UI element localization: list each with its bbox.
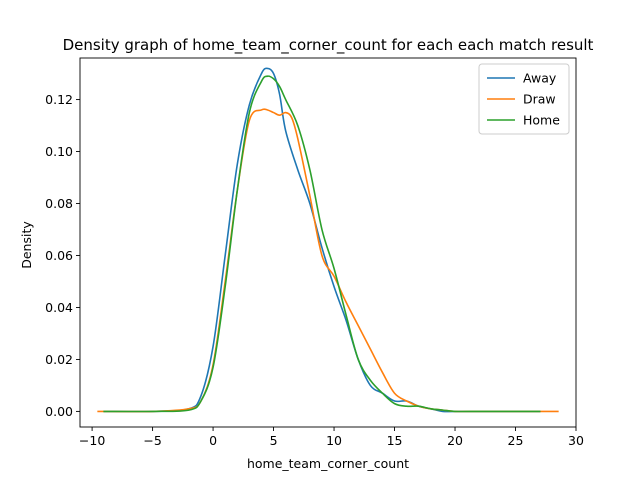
legend: Away Draw Home: [478, 63, 570, 135]
chart-title: Density graph of home_team_corner_count …: [63, 36, 594, 55]
legend-label-draw: Draw: [523, 92, 556, 107]
x-tick-label: 5: [270, 433, 278, 448]
axes: −10 −5 0 5 10 15 20 25 30 0.00 0.02 0.04 0.06 0.08 0.1…: [45, 57, 584, 448]
y-tick-label: 0.08: [45, 196, 73, 211]
x-tick-label: 25: [508, 433, 524, 448]
legend-label-away: Away: [523, 71, 557, 86]
y-tick-label: 0.10: [45, 144, 73, 159]
plot-area: [97, 67, 559, 413]
y-tick-label: 0.04: [45, 300, 73, 315]
x-tick-label: 20: [447, 433, 463, 448]
x-tick-label: 30: [568, 433, 584, 448]
legend-label-home: Home: [523, 113, 560, 128]
x-axis-label: home_team_corner_count: [247, 456, 409, 471]
y-tick-label: 0.02: [45, 352, 73, 367]
series-line-home: [103, 75, 541, 413]
x-tick-label: 15: [387, 433, 403, 448]
y-tick-label: 0.00: [45, 404, 73, 419]
x-tick-label: 10: [326, 433, 342, 448]
y-tick-label: 0.06: [45, 248, 73, 263]
legend-box: [478, 63, 570, 135]
y-tick-label: 0.12: [45, 92, 73, 107]
y-axis-label: Density: [19, 221, 34, 269]
x-tick-label: −10: [79, 433, 105, 448]
x-tick-label: −5: [143, 433, 161, 448]
x-tick-label: 0: [209, 433, 217, 448]
axes-frame: [79, 57, 577, 428]
